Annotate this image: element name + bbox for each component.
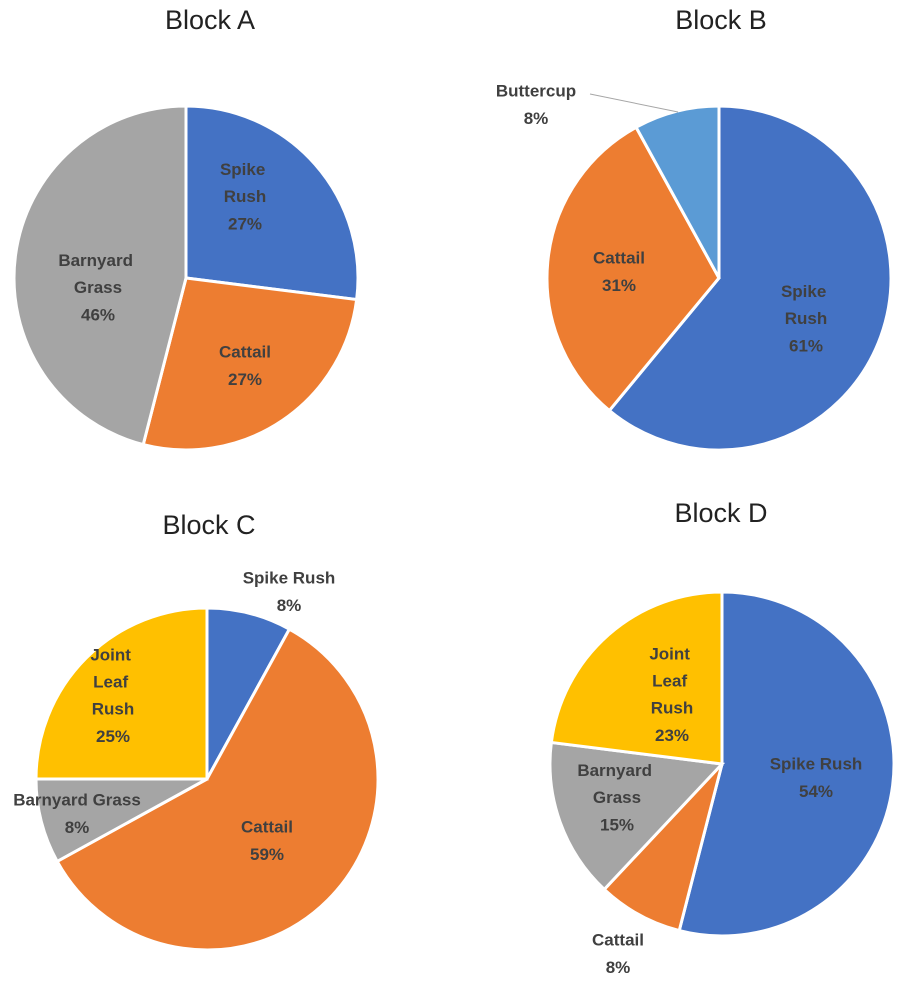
chart-title: Block C xyxy=(162,510,255,540)
slice-value-label: 27% xyxy=(228,370,262,389)
chart-title: Block A xyxy=(165,5,255,35)
slice-label: Buttercup xyxy=(496,82,576,101)
slice-value-label: 54% xyxy=(799,782,833,801)
pie-slice xyxy=(548,740,726,892)
slice-value-label: 8% xyxy=(606,958,631,977)
slice-value-label: 8% xyxy=(65,818,90,837)
chart-title: Block B xyxy=(675,5,767,35)
pie-slice xyxy=(677,590,896,938)
slice-label: Joint Leaf Rush xyxy=(649,645,694,718)
slice-label: Cattail xyxy=(219,343,271,362)
pie-slice xyxy=(34,606,209,781)
slice-label: Joint Leaf Rush xyxy=(90,646,135,719)
pie-slice xyxy=(545,125,721,413)
slice-value-label: 15% xyxy=(600,815,634,834)
pie-slice xyxy=(184,104,360,302)
pie-slice xyxy=(12,104,188,447)
slice-value-label: 59% xyxy=(250,845,284,864)
slice-label: Barnyard Grass xyxy=(13,791,141,810)
slice-label: Cattail xyxy=(241,818,293,837)
pie-slice xyxy=(55,627,380,952)
slice-value-label: 8% xyxy=(524,109,549,128)
chart-title: Block D xyxy=(674,498,767,528)
slice-label: Cattail xyxy=(592,931,644,950)
slice-value-label: 25% xyxy=(96,727,130,746)
pie-slice xyxy=(141,276,359,452)
leader-line xyxy=(589,93,679,113)
slice-value-label: 46% xyxy=(81,305,115,324)
slice-value-label: 8% xyxy=(277,596,302,615)
slice-label: Spike Rush xyxy=(770,755,863,774)
slice-value-label: 31% xyxy=(602,276,636,295)
slice-label: Spike Rush xyxy=(243,569,336,588)
slice-label: Barnyard Grass xyxy=(58,251,137,297)
slice-label: Spike Rush xyxy=(220,160,270,206)
slice-label: Spike Rush xyxy=(781,282,831,328)
slice-label: Barnyard Grass xyxy=(577,761,656,807)
pie-slice xyxy=(607,104,893,452)
slice-value-label: 27% xyxy=(228,214,262,233)
slice-label: Cattail xyxy=(593,249,645,268)
slice-value-label: 61% xyxy=(789,336,823,355)
pie-slice xyxy=(549,590,724,766)
slice-value-label: 23% xyxy=(655,726,689,745)
